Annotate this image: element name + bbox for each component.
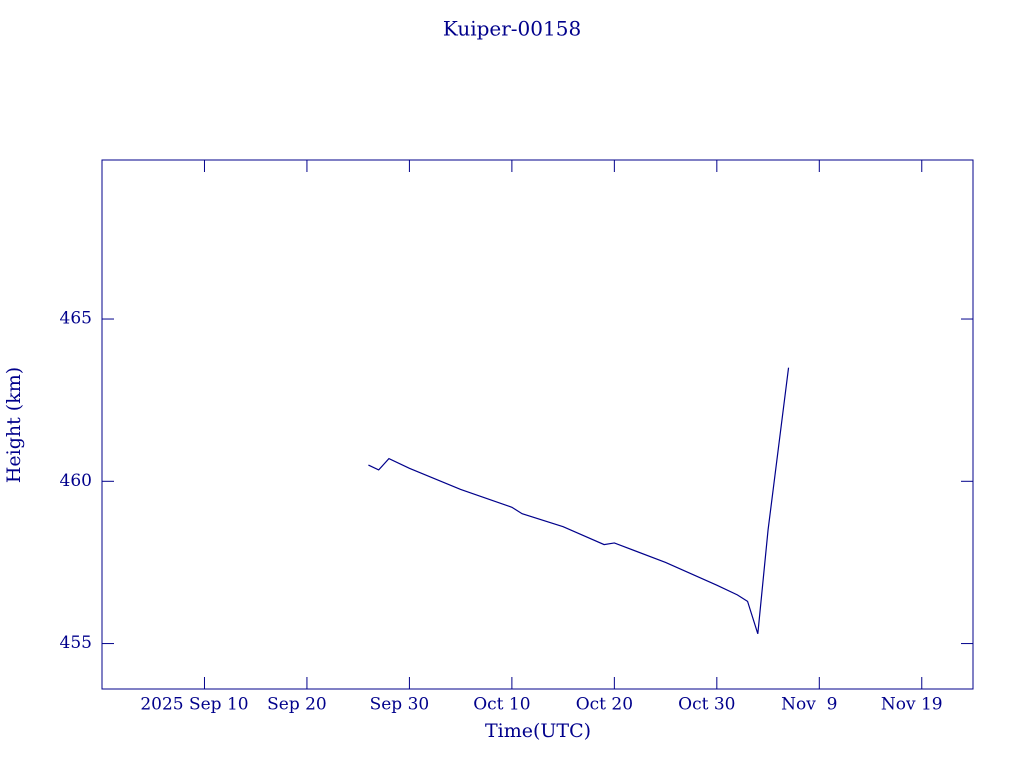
data-line xyxy=(368,367,790,635)
x-tick-label: Sep 20 xyxy=(267,695,327,715)
y-tick-label: 465 xyxy=(60,309,92,329)
x-tick-label: Sep 30 xyxy=(370,695,430,715)
x-tick-label: Nov 19 xyxy=(881,695,943,715)
x-axis-label: Time(UTC) xyxy=(485,720,591,742)
plot-frame xyxy=(101,159,974,690)
x-tick-label: Oct 20 xyxy=(576,695,633,715)
x-tick-label: 2025 Sep 10 xyxy=(140,695,248,715)
y-axis-label: Height (km) xyxy=(3,367,25,483)
x-tick-label: Nov 9 xyxy=(781,695,837,715)
chart-title: Kuiper-00158 xyxy=(443,17,581,41)
x-tick-label: Oct 30 xyxy=(678,695,735,715)
x-tick-label: Oct 10 xyxy=(473,695,530,715)
y-tick-label: 460 xyxy=(60,471,92,491)
y-tick-label: 455 xyxy=(60,633,92,653)
